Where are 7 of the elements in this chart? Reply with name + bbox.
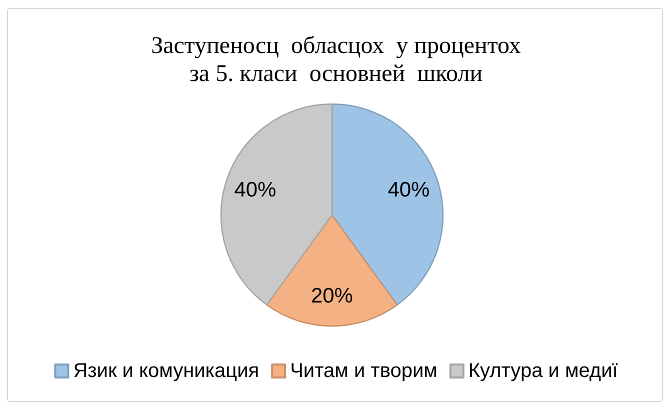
- chart-title: Заступеносц обласцох у процентох за 5. класи основней школи: [151, 33, 521, 87]
- legend-label: Читам и творим: [290, 360, 438, 382]
- data-label: 40%: [388, 178, 430, 202]
- data-label: 40%: [234, 178, 276, 202]
- data-label: 20%: [310, 284, 353, 308]
- legend-label: Култура и медиї: [468, 360, 618, 382]
- legend-label: Язик и комуникация: [73, 360, 260, 382]
